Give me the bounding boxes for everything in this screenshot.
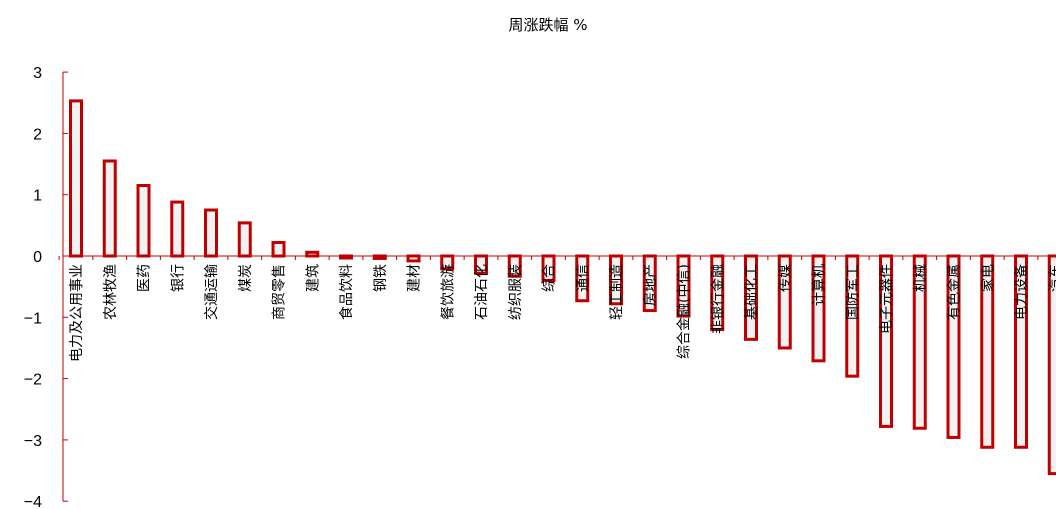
category-label: 建材 (407, 264, 423, 292)
category-label: 综合 (542, 264, 558, 292)
chart-title: 周涨跌幅 % (508, 16, 588, 34)
category-label: 石油石化 (474, 264, 490, 320)
category-label: 综合金融(中信) (677, 264, 693, 359)
bar (204, 208, 218, 258)
category-labels: 电力及公用事业 农林牧渔 医药 银行 交通运输 煤炭 商贸零售 建筑 食品饮料 钢铁 建材 餐饮旅游 石… (69, 264, 1056, 362)
category-label: 家电 (979, 264, 996, 292)
category-label: 计算机 (812, 264, 828, 306)
category-label: 餐饮旅游 (440, 264, 456, 320)
category-label: 商贸零售 (272, 264, 288, 320)
category-label: 电力设备 (1013, 264, 1030, 320)
bar (170, 200, 185, 258)
y-tick-label: 2 (33, 126, 42, 143)
category-label: 纺织服装 (508, 264, 524, 320)
category-label: 钢铁 (373, 264, 389, 292)
category-label: 通信 (575, 264, 591, 292)
category-label: 电力及公用事业 (69, 264, 85, 362)
bar (136, 184, 151, 258)
bar (406, 254, 421, 263)
category-label: 农林牧渔 (103, 264, 119, 320)
y-tick-label: 0 (33, 249, 42, 266)
category-label: 国防军工 (845, 264, 861, 320)
bar (305, 250, 320, 258)
category-label: 轻工制造 (609, 264, 625, 320)
category-label: 有色金属 (946, 264, 963, 320)
bar (237, 221, 252, 258)
category-label: 建筑 (305, 264, 321, 292)
category-label: 非银行金融 (710, 264, 726, 334)
y-tick-label: −4 (24, 494, 42, 509)
y-axis: −4 −3 −2 −1 0 1 2 3 (24, 65, 68, 509)
category-label: 机械 (913, 264, 929, 292)
category-label: 食品饮料 (338, 264, 355, 320)
y-tick-label: 1 (33, 188, 42, 205)
y-tick-label: −1 (24, 310, 42, 327)
bar (69, 99, 83, 258)
category-label: 交通运输 (203, 264, 220, 320)
bar (271, 241, 286, 258)
category-label: 传媒 (778, 264, 794, 292)
x-axis (58, 255, 1056, 260)
category-label: 煤炭 (238, 264, 254, 292)
y-tick-label: −2 (24, 372, 42, 389)
category-label: 电子元器件 (879, 264, 895, 334)
category-label: 基础化工 (743, 264, 760, 320)
y-tick-label: −3 (24, 433, 42, 450)
category-label: 银行 (170, 264, 186, 292)
category-label: 医药 (137, 264, 153, 292)
category-label: 汽车 (1047, 264, 1056, 292)
category-label: 房地产 (643, 264, 659, 306)
bar (102, 159, 117, 258)
bars (69, 99, 1056, 476)
y-tick-label: 3 (33, 65, 42, 82)
